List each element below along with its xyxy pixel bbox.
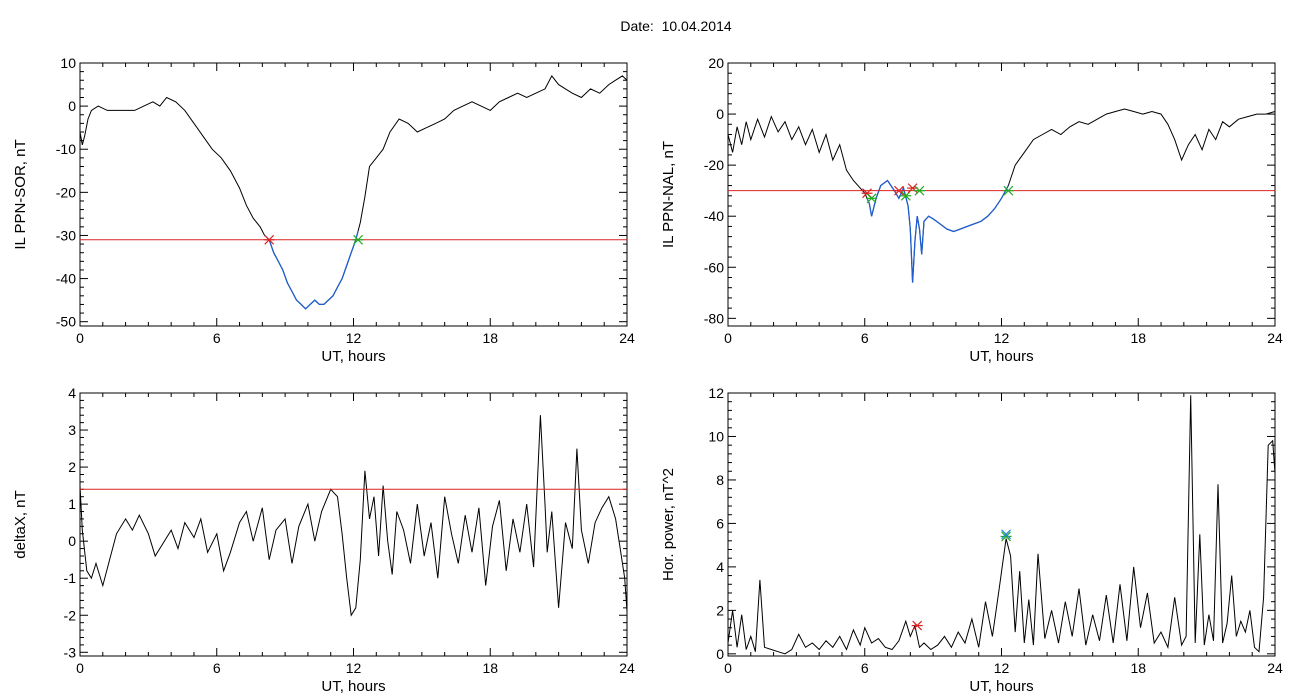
x-tick-label: 12 (994, 660, 1010, 676)
plot-data-area (80, 415, 627, 617)
figure-title: Date: 10.04.2014 (620, 18, 732, 34)
x-tick-label: 12 (346, 660, 362, 676)
y-axis-title: deltaX, nT (12, 490, 29, 558)
end-marker (913, 185, 925, 196)
y-tick-label: -50 (56, 314, 76, 330)
plot-data-area (728, 395, 1275, 655)
y-tick-label: 0 (68, 98, 76, 114)
y-axis-title: Hor. power, nT^2 (660, 468, 677, 581)
y-tick-label: -40 (704, 208, 724, 224)
panel-il-ppn-sor: 0 6 12 18 24 -50 -40 -30 -20 -10 0 10 UT, hours IL PP… (12, 55, 635, 365)
y-tick-label: -2 (64, 607, 77, 623)
series-line (728, 108, 1275, 283)
y-tick-label: 10 (60, 55, 76, 71)
y-tick-label: -20 (56, 184, 76, 200)
x-tick-label: 6 (213, 330, 221, 346)
x-tick-label: 24 (619, 660, 635, 676)
y-tick-label: -30 (56, 227, 76, 243)
y-axis-title: IL PPN-SOR, nT (12, 139, 29, 249)
y-tick-label: 2 (716, 602, 724, 618)
start-marker (893, 185, 905, 196)
y-tick-label: 6 (716, 515, 724, 531)
x-tick-label: 0 (724, 330, 732, 346)
x-axis-title: UT, hours (969, 348, 1033, 365)
x-axis-title: UT, hours (321, 678, 385, 695)
end-marker (866, 193, 878, 204)
y-tick-label: 20 (708, 55, 724, 71)
y-tick-label: 12 (708, 385, 724, 401)
below-threshold-segment (268, 230, 359, 310)
y-tick-label: -80 (704, 310, 724, 326)
x-tick-label: 6 (861, 330, 869, 346)
y-tick-label: 10 (708, 428, 724, 444)
y-tick-label: -20 (704, 157, 724, 173)
x-tick-label: 18 (1130, 660, 1146, 676)
y-tick-label: -40 (56, 271, 76, 287)
y-tick-label: 2 (68, 459, 76, 475)
start-marker (263, 234, 275, 245)
start-marker (911, 620, 923, 631)
x-tick-label: 0 (76, 330, 84, 346)
series-line (728, 395, 1275, 655)
marker-stroke (1001, 529, 1011, 540)
y-tick-label: -60 (704, 259, 724, 275)
series-line (80, 415, 627, 617)
end-marker (1000, 531, 1012, 542)
panel-il-ppn-nal: 0 6 12 18 24 -80 -60 -40 -20 0 20 UT, hours IL PPN-N… (660, 55, 1283, 365)
y-tick-label: -10 (56, 141, 76, 157)
x-axis-title: UT, hours (321, 348, 385, 365)
y-tick-label: 0 (68, 533, 76, 549)
x-tick-label: 12 (346, 330, 362, 346)
x-tick-label: 24 (1267, 660, 1283, 676)
y-tick-label: 4 (716, 559, 724, 575)
end-marker (352, 234, 364, 245)
y-tick-label: -3 (64, 644, 77, 660)
y-tick-label: 0 (716, 646, 724, 662)
peak-marker (1001, 529, 1011, 540)
plot-data-area (80, 74, 627, 310)
x-tick-label: 6 (213, 660, 221, 676)
x-tick-label: 12 (994, 330, 1010, 346)
y-tick-label: -1 (64, 570, 77, 586)
x-tick-label: 18 (482, 330, 498, 346)
y-axis-title: IL PPN-NAL, nT (660, 141, 677, 248)
y-tick-label: 0 (716, 106, 724, 122)
end-marker (1002, 185, 1014, 196)
x-tick-label: 0 (76, 660, 84, 676)
x-tick-label: 0 (724, 660, 732, 676)
plot-frame (79, 392, 628, 657)
x-tick-label: 18 (482, 660, 498, 676)
y-tick-label: 4 (68, 385, 76, 401)
plot-frame (727, 62, 1276, 327)
y-tick-label: 3 (68, 422, 76, 438)
x-tick-label: 6 (861, 660, 869, 676)
plot-data-area (728, 108, 1275, 283)
x-tick-label: 24 (1267, 330, 1283, 346)
start-marker (861, 188, 873, 199)
y-tick-label: 1 (68, 496, 76, 512)
below-threshold-segment (866, 179, 1009, 283)
x-axis-title: UT, hours (969, 678, 1033, 695)
x-tick-label: 18 (1130, 330, 1146, 346)
series-line (80, 74, 627, 310)
y-tick-label: 8 (716, 472, 724, 488)
x-tick-label: 24 (619, 330, 635, 346)
